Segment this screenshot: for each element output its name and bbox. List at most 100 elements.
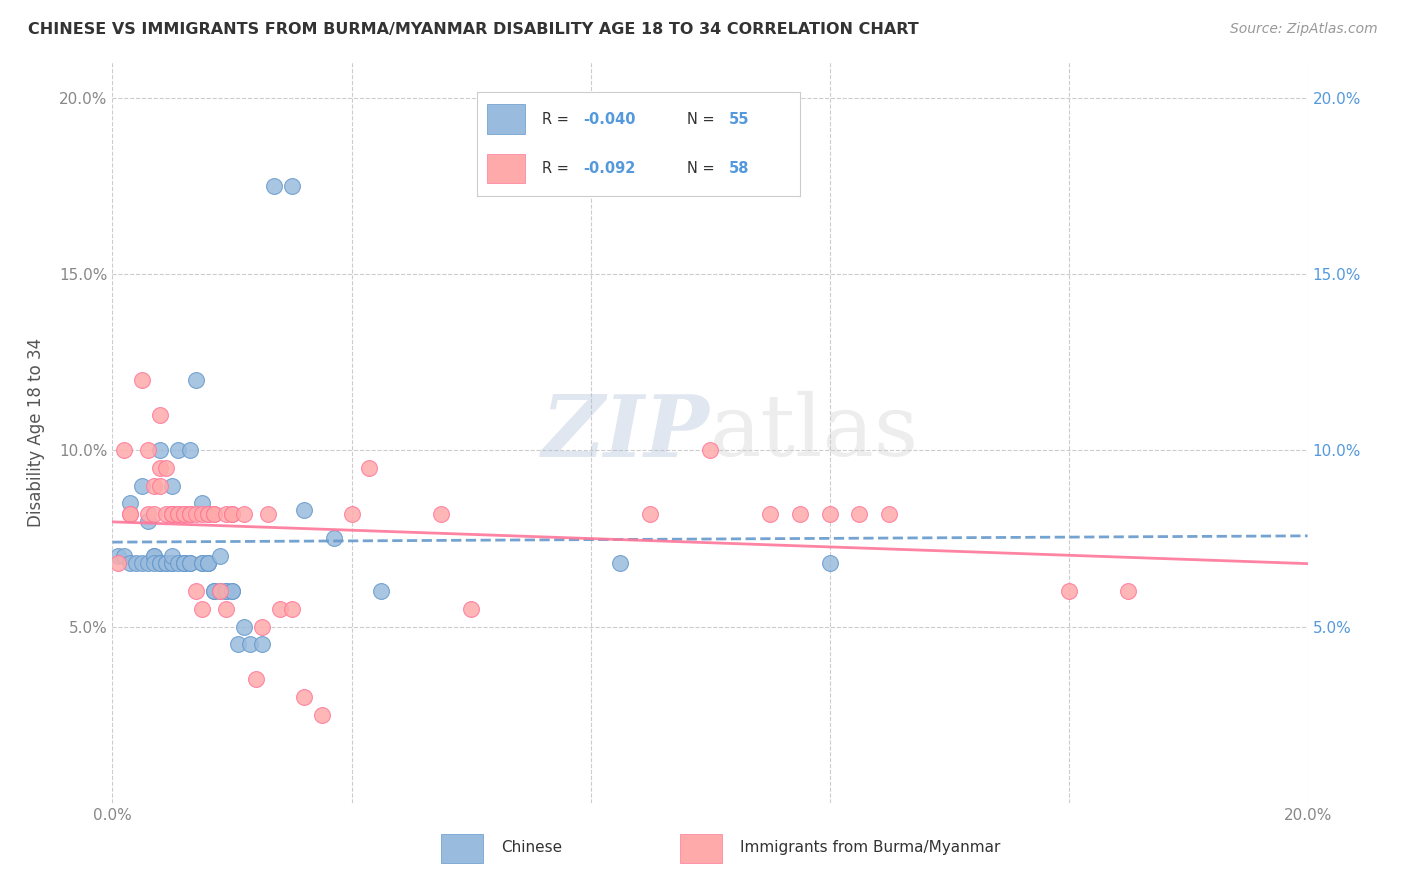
Text: CHINESE VS IMMIGRANTS FROM BURMA/MYANMAR DISABILITY AGE 18 TO 34 CORRELATION CHA: CHINESE VS IMMIGRANTS FROM BURMA/MYANMAR… [28,22,920,37]
Point [245,673,267,687]
Point [221,507,243,521]
Point [107,549,129,563]
Point [149,556,172,570]
Point [186,373,208,387]
Point [197,507,219,521]
Point [143,478,166,492]
Point [202,584,225,599]
Point [818,556,841,570]
Point [759,507,782,521]
Point [149,408,172,422]
Point [167,507,190,521]
Point [202,507,225,521]
Point [149,443,172,458]
Point [609,556,631,570]
Point [138,507,160,521]
Point [250,637,273,651]
Point [250,619,273,633]
Point [149,478,172,492]
Point [114,443,135,458]
Point [281,602,304,616]
Point [120,507,142,521]
Point [138,514,160,528]
Point [269,602,291,616]
Point [173,556,195,570]
Point [789,507,811,521]
Point [191,556,214,570]
Point [143,556,166,570]
Point [191,507,214,521]
Point [162,556,183,570]
Point [138,443,160,458]
Point [359,461,381,475]
Point [215,602,238,616]
Point [167,556,190,570]
Point [149,461,172,475]
Point [179,507,201,521]
Point [173,556,195,570]
Point [167,443,190,458]
Point [120,556,142,570]
Point [202,507,225,521]
Point [138,556,160,570]
Point [155,507,177,521]
Point [179,556,201,570]
Point [131,478,153,492]
Point [186,584,208,599]
Point [430,507,453,521]
Point [131,373,153,387]
Point [173,556,195,570]
Point [197,556,219,570]
Text: atlas: atlas [710,391,920,475]
Point [155,461,177,475]
Point [640,507,662,521]
Point [226,637,249,651]
Point [191,602,214,616]
Point [162,556,183,570]
Point [202,584,225,599]
Point [322,532,344,546]
Point [143,549,166,563]
Point [215,584,238,599]
Point [162,478,183,492]
Point [162,507,183,521]
Point [460,602,482,616]
Point [155,556,177,570]
Point [173,507,195,521]
Point [143,549,166,563]
Point [281,178,304,193]
Point [167,507,190,521]
Point [114,549,135,563]
Point [263,178,285,193]
Point [197,556,219,570]
Point [179,556,201,570]
Point [179,507,201,521]
Point [1118,584,1140,599]
Point [186,507,208,521]
Point [179,443,201,458]
Point [239,637,262,651]
Point [215,507,238,521]
Point [131,556,153,570]
Text: Source: ZipAtlas.com: Source: ZipAtlas.com [1230,22,1378,37]
Y-axis label: Disability Age 18 to 34: Disability Age 18 to 34 [27,338,45,527]
Point [879,507,901,521]
Point [197,556,219,570]
Point [340,507,363,521]
Point [191,556,214,570]
Point [292,690,315,704]
Point [107,556,129,570]
Point [292,503,315,517]
Point [179,507,201,521]
Point [162,549,183,563]
Point [221,584,243,599]
Text: ZIP: ZIP [543,391,710,475]
Point [311,707,333,722]
Point [173,507,195,521]
Point [848,507,870,521]
Point [162,507,183,521]
Point [149,556,172,570]
Point [125,556,148,570]
Point [699,443,721,458]
Point [162,507,183,521]
